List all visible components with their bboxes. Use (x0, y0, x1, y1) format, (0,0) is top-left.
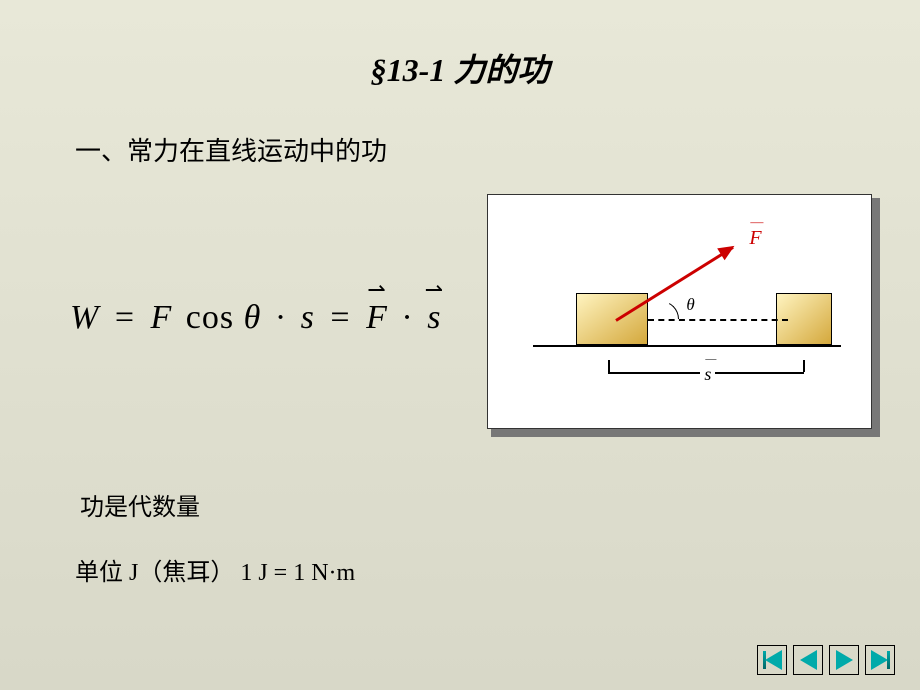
nav-button-group (757, 645, 895, 675)
section-heading: 一、常力在直线运动中的功 (75, 131, 920, 168)
eq-theta: θ (244, 299, 262, 336)
prev-slide-icon (800, 650, 817, 670)
work-equation: W = F cos θ · s = F · s (70, 299, 441, 337)
next-slide-button[interactable] (829, 645, 859, 675)
eq-dot-1: · (275, 299, 287, 336)
eq-dot-2: · (401, 299, 413, 336)
figure-container: θ F s (491, 198, 880, 437)
physics-diagram: θ F s (487, 194, 872, 429)
angle-label: θ (686, 295, 694, 315)
prev-slide-button[interactable] (793, 645, 823, 675)
displacement-label: s (700, 364, 715, 385)
force-label: F (749, 227, 761, 250)
note-scalar: 功是代数量 (80, 487, 920, 522)
block-initial (576, 293, 648, 345)
eq-s-vector: s (427, 299, 441, 337)
last-slide-button[interactable] (865, 645, 895, 675)
content-row: W = F cos θ · s = F · s θ F s (0, 198, 920, 437)
eq-cos: cos (186, 299, 234, 336)
eq-W: W (70, 299, 99, 336)
eq-equals-2: = (330, 299, 350, 336)
eq-equals-1: = (115, 299, 135, 336)
eq-F-vector: F (366, 299, 388, 337)
ground-line (533, 345, 841, 347)
displacement-dashline (648, 319, 788, 321)
slide-title: §13-1 力的功 (0, 0, 920, 91)
last-slide-icon (871, 650, 890, 670)
first-slide-icon (763, 650, 782, 670)
eq-s: s (301, 299, 315, 336)
first-slide-button[interactable] (757, 645, 787, 675)
eq-F: F (151, 299, 173, 336)
note-unit: 单位 J（焦耳） 1 J = 1 N·m (75, 552, 920, 587)
next-slide-icon (836, 650, 853, 670)
